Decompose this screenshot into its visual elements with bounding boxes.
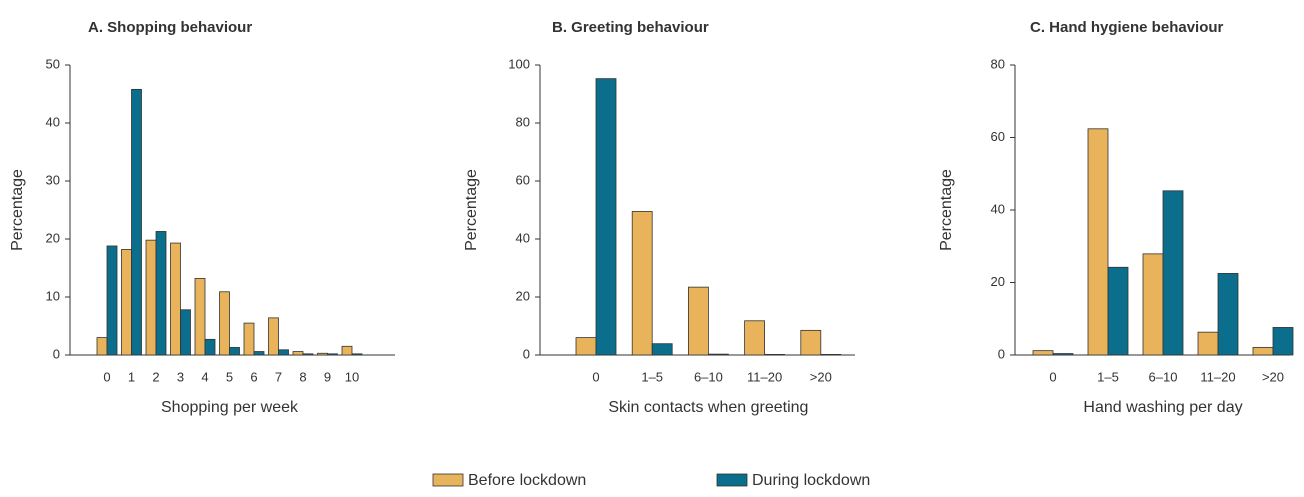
y-tick-label: 10 (46, 288, 60, 303)
bar (204, 338, 216, 356)
x-tick-label: 1 (128, 369, 135, 384)
bar (1197, 331, 1219, 356)
bar (96, 337, 108, 356)
bar (268, 317, 279, 356)
bar (155, 231, 167, 356)
y-tick-label: 40 (516, 230, 530, 245)
y-tick-label: 0 (523, 346, 530, 361)
bar (708, 353, 729, 356)
x-tick-label: >20 (810, 369, 832, 384)
chart-title: C. Hand hygiene behaviour (1030, 19, 1224, 36)
bar (820, 354, 842, 356)
x-tick-label: >20 (1262, 369, 1284, 384)
x-tick-label: 1–5 (1097, 369, 1119, 384)
bar (1252, 346, 1274, 356)
y-tick-label: 100 (508, 56, 530, 71)
y-tick-label: 20 (46, 230, 60, 245)
x-tick-label: 6–10 (694, 369, 723, 384)
bar (1032, 350, 1054, 356)
chart-title: A. Shopping behaviour (88, 19, 252, 36)
bar (253, 351, 265, 356)
x-axis-label: Hand washing per day (1083, 399, 1242, 416)
bar (1217, 273, 1239, 356)
x-tick-label: 0 (103, 369, 110, 384)
bar (1052, 353, 1074, 356)
legend-swatch (432, 473, 464, 487)
y-tick-label: 50 (46, 56, 60, 71)
bar (229, 347, 240, 356)
y-axis-label: Percentage (463, 169, 480, 251)
legend-label: During lockdown (752, 472, 870, 489)
bar (327, 353, 338, 356)
bar (243, 322, 255, 356)
bar (1162, 190, 1184, 356)
bar (278, 349, 289, 356)
x-tick-label: 5 (226, 369, 233, 384)
x-tick-label: 11–20 (1200, 369, 1235, 384)
x-axis-label: Shopping per week (161, 399, 299, 416)
chart-title: B. Greeting behaviour (552, 19, 709, 36)
y-tick-label: 40 (991, 201, 1005, 216)
x-tick-label: 6 (250, 369, 257, 384)
x-tick-label: 2 (152, 369, 159, 384)
bar (1087, 128, 1109, 356)
bar (302, 353, 314, 356)
x-tick-label: 11–20 (747, 369, 782, 384)
bar (351, 353, 363, 356)
y-tick-label: 60 (991, 129, 1005, 144)
bar (194, 278, 206, 356)
bar (651, 343, 673, 356)
x-tick-label: 10 (345, 369, 359, 384)
bar (800, 329, 822, 356)
bar (121, 249, 132, 356)
bar (688, 286, 709, 356)
x-tick-label: 1–5 (641, 369, 663, 384)
x-axis-label: Skin contacts when greeting (608, 399, 808, 416)
x-tick-label: 7 (275, 369, 282, 384)
legend-label: Before lockdown (468, 472, 586, 489)
x-tick-label: 8 (299, 369, 306, 384)
y-axis-label: Percentage (938, 169, 955, 251)
bar (180, 309, 191, 356)
bar (219, 291, 230, 356)
x-tick-label: 4 (201, 369, 208, 384)
y-tick-label: 0 (53, 346, 60, 361)
y-tick-label: 40 (46, 114, 60, 129)
bar (106, 245, 118, 356)
x-tick-label: 9 (324, 369, 331, 384)
bar (631, 211, 653, 356)
x-tick-label: 3 (177, 369, 184, 384)
y-tick-label: 20 (991, 274, 1005, 289)
bar (1272, 327, 1294, 356)
bar (292, 351, 304, 356)
bar (145, 239, 157, 356)
bar (317, 352, 328, 356)
bar (1107, 266, 1129, 356)
y-tick-label: 60 (516, 172, 530, 187)
x-tick-label: 0 (1049, 369, 1056, 384)
bar (575, 337, 597, 356)
y-tick-label: 80 (516, 114, 530, 129)
bar (341, 345, 353, 356)
bar (131, 88, 142, 356)
bar (595, 78, 617, 356)
bar (744, 320, 765, 356)
y-tick-label: 20 (516, 288, 530, 303)
bar (1142, 253, 1164, 356)
x-tick-label: 6–10 (1149, 369, 1178, 384)
bar (170, 242, 181, 356)
legend-swatch (716, 473, 748, 487)
y-tick-label: 30 (46, 172, 60, 187)
bar (764, 354, 785, 356)
y-tick-label: 0 (998, 346, 1005, 361)
y-axis-label: Percentage (9, 169, 26, 251)
x-tick-label: 0 (592, 369, 599, 384)
y-tick-label: 80 (991, 56, 1005, 71)
